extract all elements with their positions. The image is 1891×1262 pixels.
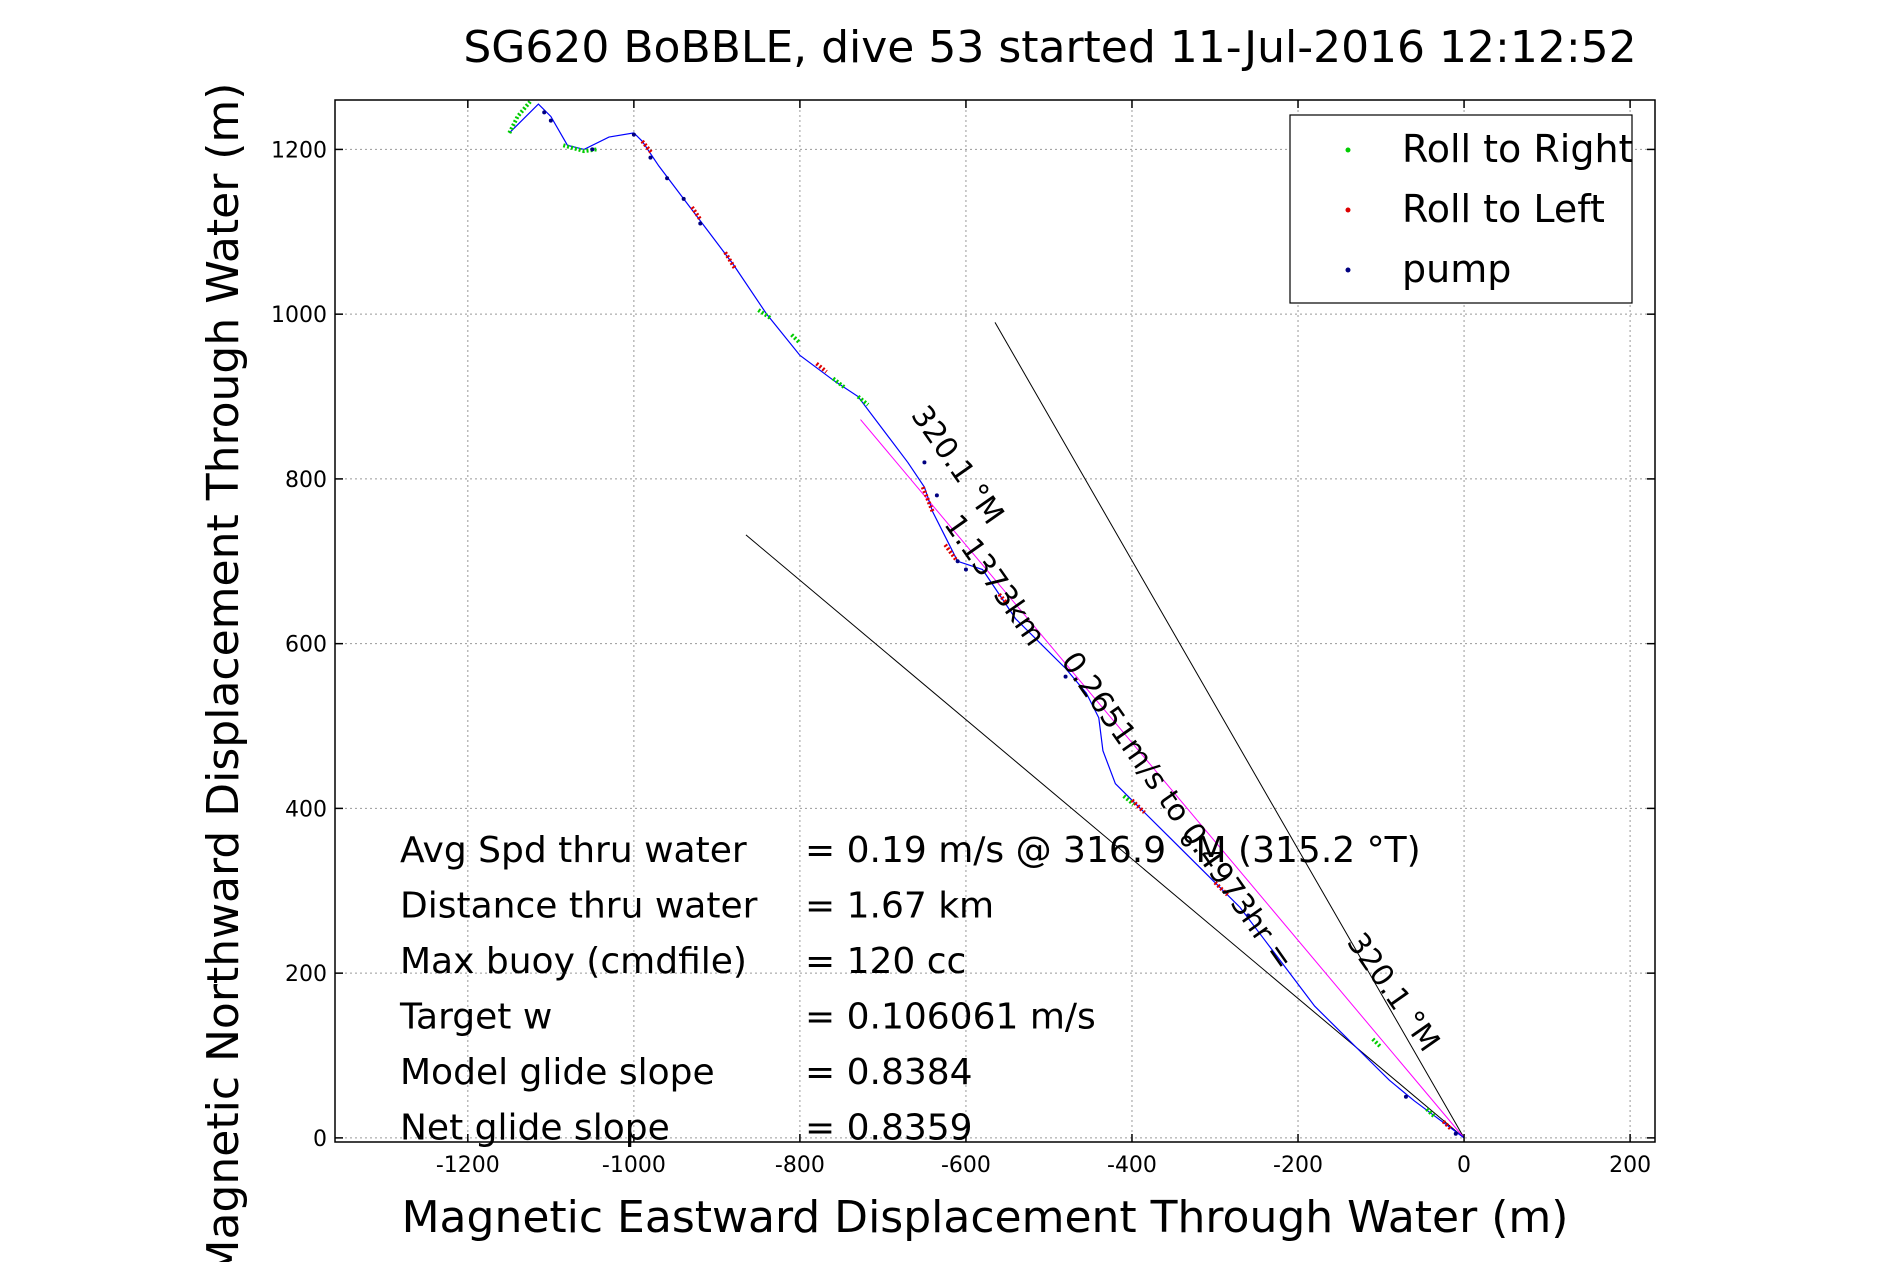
- x-tick-label: -200: [1273, 1153, 1323, 1178]
- y-tick-label: 200: [285, 962, 327, 987]
- legend-label: pump: [1402, 247, 1511, 291]
- pump-point: [631, 132, 636, 137]
- stats-value: = 0.19 m/s @ 316.9 °M (315.2 °T): [805, 830, 1421, 871]
- x-tick-label: -1200: [436, 1153, 500, 1178]
- roll-left-segment: [1441, 1119, 1454, 1132]
- roll-right-segment: [831, 376, 847, 390]
- cone-line: [745, 534, 1465, 1139]
- pump-point: [955, 559, 960, 564]
- roll-right-segment: [790, 333, 802, 345]
- x-axis-label: Magnetic Eastward Displacement Through W…: [402, 1192, 1569, 1243]
- pump-point: [922, 460, 927, 465]
- x-tick-label: 200: [1609, 1153, 1651, 1178]
- markers: [507, 100, 1458, 1136]
- x-tick-label: -400: [1107, 1153, 1157, 1178]
- roll-left-segment: [723, 251, 737, 270]
- x-tick-label: -600: [941, 1153, 991, 1178]
- cone-line: [994, 322, 1465, 1139]
- pump-point: [665, 176, 670, 181]
- pump-point: [590, 147, 595, 152]
- roll-right-segment: [757, 308, 772, 320]
- legend-marker: [1345, 147, 1351, 153]
- pump-point: [1403, 1094, 1408, 1099]
- pump-point: [1246, 913, 1251, 918]
- stats-value: = 0.106061 m/s: [805, 997, 1096, 1038]
- legend: Roll to Right Roll to Left pump: [1289, 114, 1633, 304]
- pump-point: [963, 567, 968, 572]
- pump-point: [681, 196, 686, 201]
- x-tick-label: -1000: [602, 1153, 666, 1178]
- stats-label: Net glide slope: [400, 1108, 670, 1149]
- pump-point: [542, 110, 547, 115]
- ticks: -1200 -1000 -800 -600 -400 -200 0 200 0 200 400 600…: [271, 100, 1655, 1178]
- roll-left-segment: [1213, 881, 1229, 897]
- legend-marker: [1345, 207, 1351, 213]
- roll-left-segment: [943, 543, 958, 561]
- x-tick-label: -800: [775, 1153, 825, 1178]
- legend-marker: [1345, 267, 1351, 273]
- stats-value: = 120 cc: [805, 941, 966, 982]
- axes-box: [334, 99, 1656, 1143]
- y-tick-label: 600: [285, 633, 327, 658]
- stats-block: Avg Spd thru water = 0.19 m/s @ 316.9 °M …: [399, 830, 1421, 1149]
- roll-right-segment: [1371, 1037, 1383, 1049]
- pump-point: [648, 155, 653, 160]
- y-tick-label: 400: [285, 797, 327, 822]
- roll-left-segment: [640, 139, 654, 155]
- y-tick-label: 800: [285, 468, 327, 493]
- stats-label: Max buoy (cmdfile): [400, 941, 747, 982]
- tracks: [508, 103, 1465, 1139]
- pump-point: [548, 118, 553, 123]
- stats-value: = 0.8384: [805, 1052, 973, 1093]
- chart-title: SG620 BoBBLE, dive 53 started 11-Jul-201…: [463, 22, 1636, 73]
- y-axis-label: Magnetic Northward Displacement Through …: [198, 83, 249, 1262]
- legend-label: Roll to Right: [1402, 127, 1633, 171]
- roll-right-segment: [1425, 1107, 1437, 1119]
- pump-point: [934, 493, 939, 498]
- pump-point: [698, 221, 703, 226]
- stats-label: Avg Spd thru water: [400, 830, 747, 871]
- roll-left-segment: [690, 205, 702, 221]
- pump-point: [1063, 674, 1068, 679]
- roll-left-segment: [1130, 798, 1146, 814]
- roll-left-segment: [920, 486, 935, 513]
- stats-value: = 1.67 km: [805, 886, 994, 927]
- y-tick-label: 1000: [271, 303, 327, 328]
- mean-heading-line: [860, 419, 1465, 1139]
- y-tick-label: 0: [313, 1127, 327, 1152]
- stats-label: Model glide slope: [400, 1052, 715, 1093]
- stats-label: Target w: [399, 997, 552, 1038]
- y-tick-label: 1200: [271, 138, 327, 163]
- stats-value: = 0.8359: [805, 1108, 973, 1149]
- dive-track-line: [508, 103, 1465, 1139]
- legend-label: Roll to Left: [1402, 187, 1605, 231]
- pump-point: [1453, 1131, 1458, 1136]
- stats-label: Distance thru water: [400, 886, 758, 927]
- x-tick-label: 0: [1457, 1153, 1471, 1178]
